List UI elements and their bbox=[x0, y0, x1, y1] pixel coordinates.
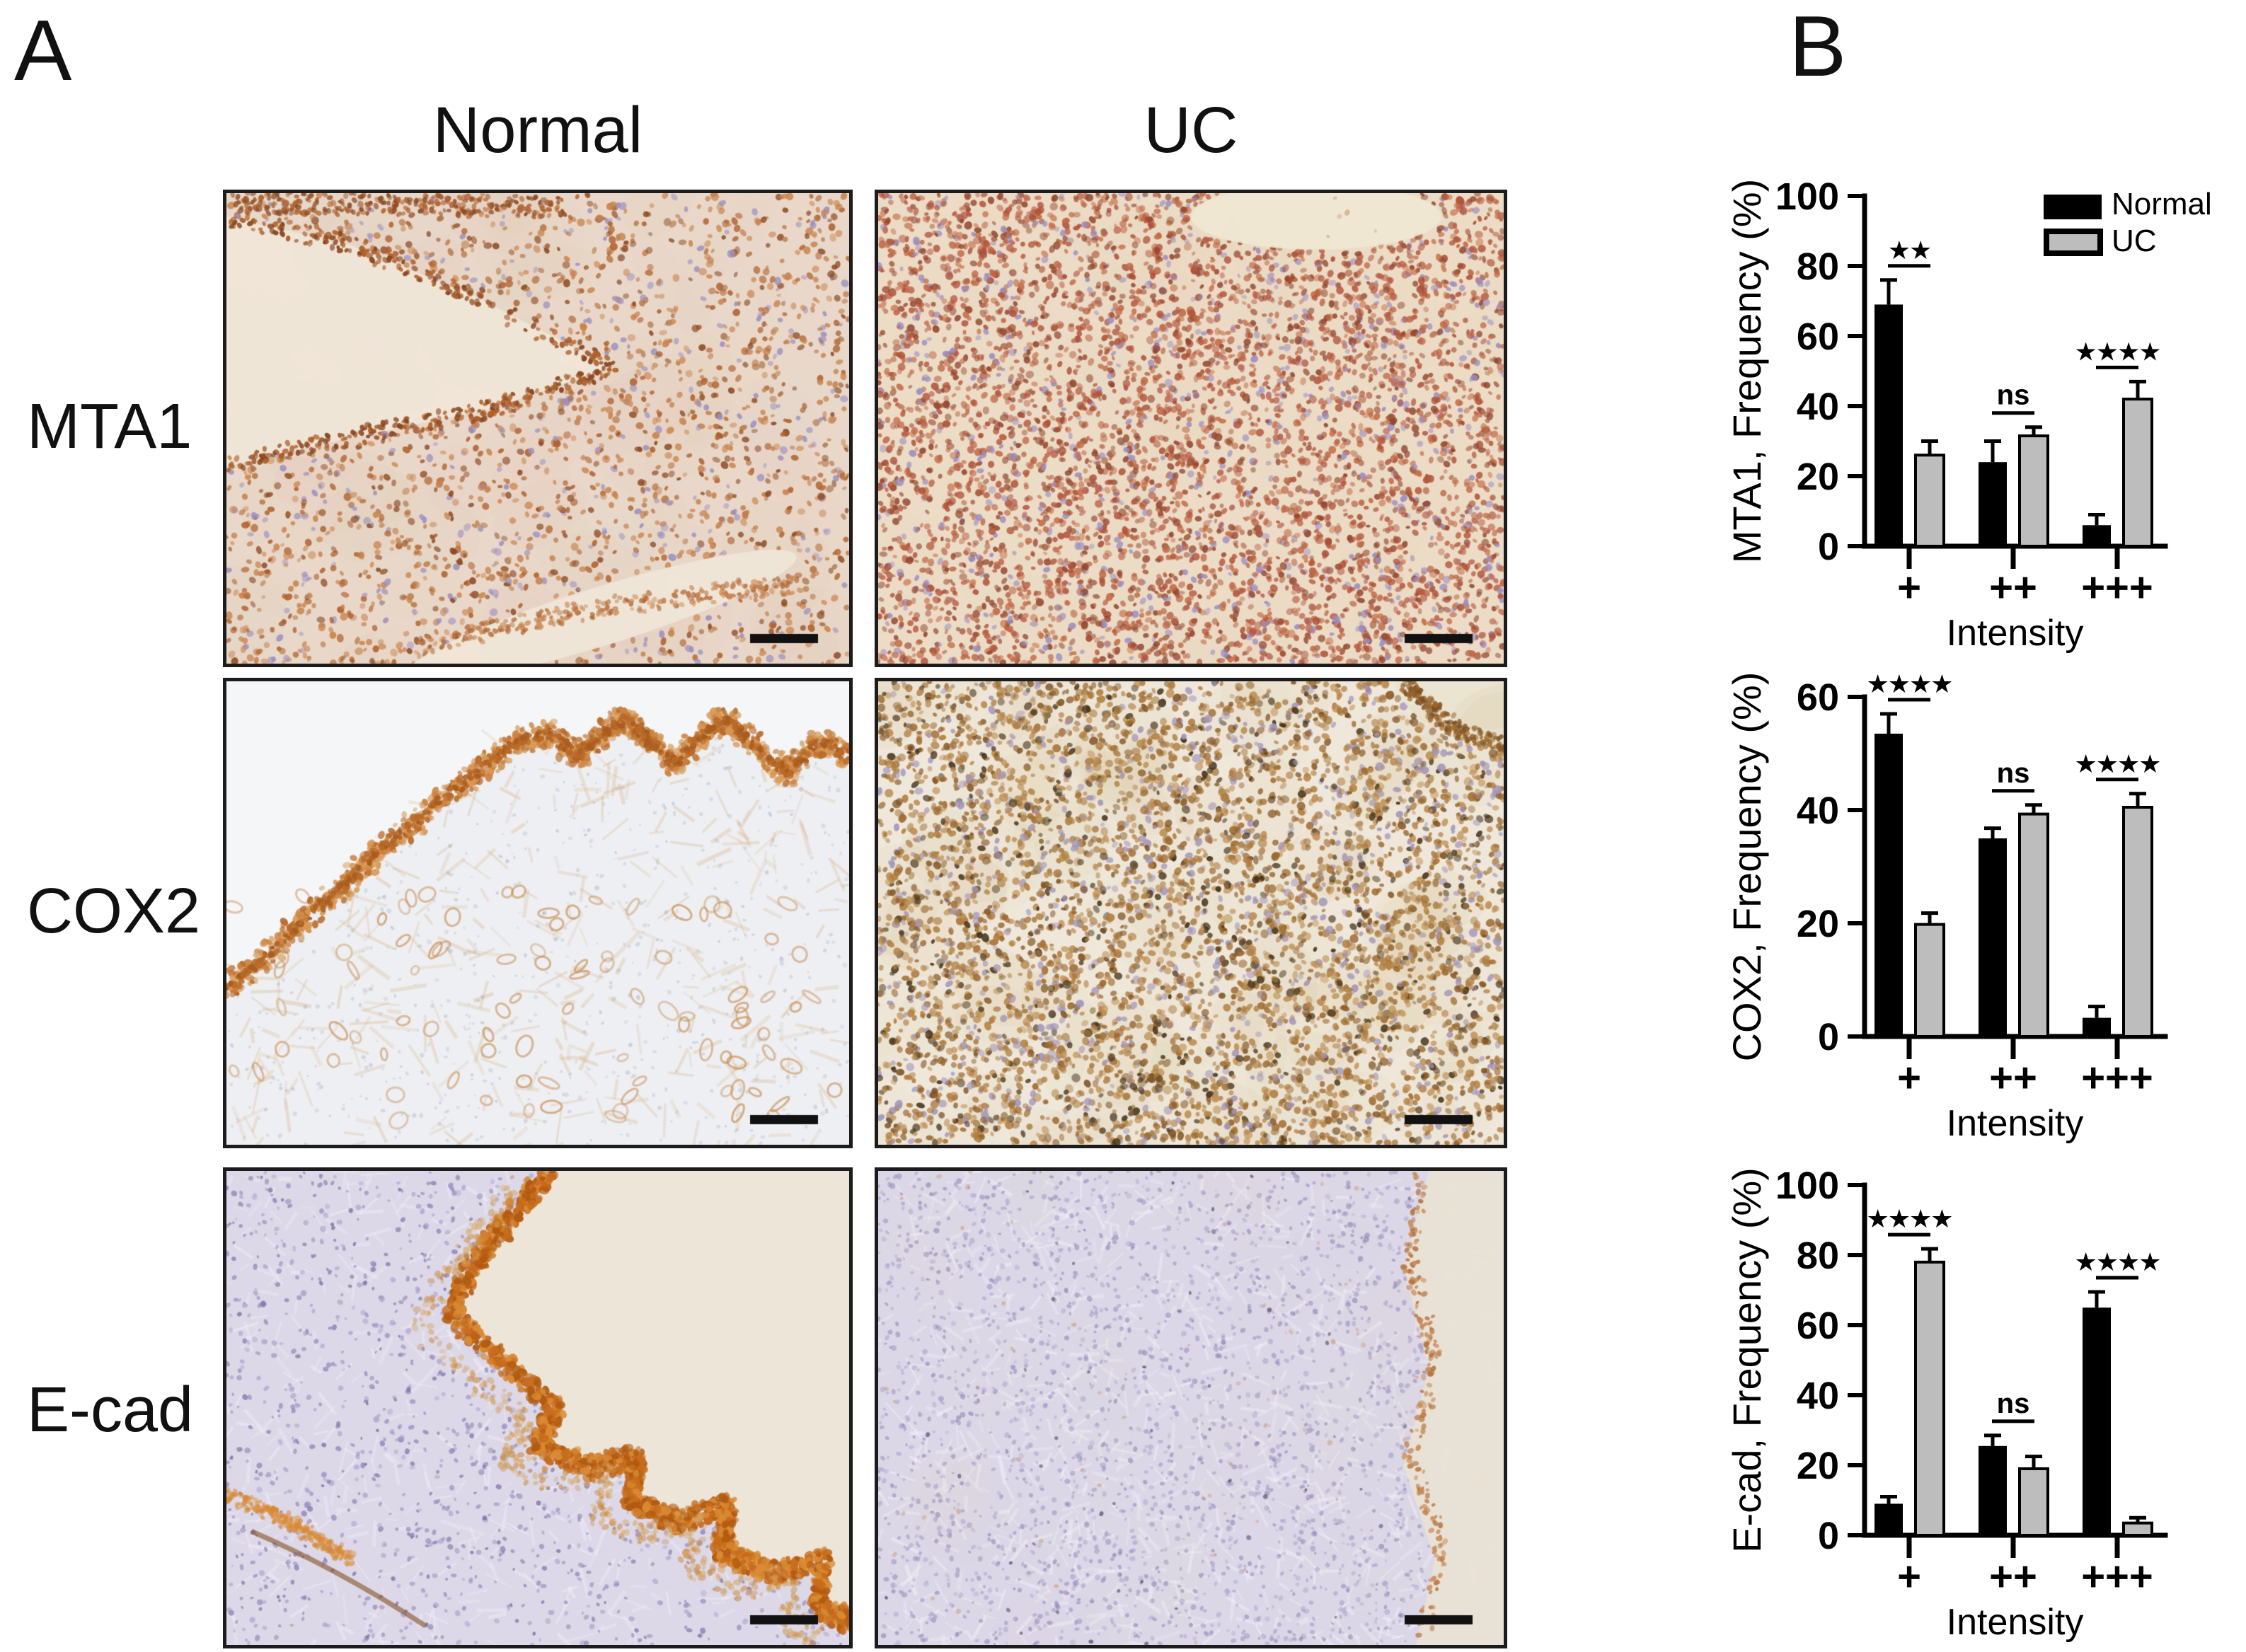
panel-a-label: A bbox=[14, 2, 72, 98]
y-tick-label: 0 bbox=[1818, 1016, 1839, 1058]
chart-mta1-frequency: 0 20 40 60 80 100 MTA1, Frequency (%) + ★★ ++ ns ++… bbox=[1705, 120, 2246, 690]
x-category-label: +++ bbox=[2081, 1554, 2153, 1600]
bar-uc bbox=[1914, 1260, 1945, 1537]
y-axis-title: E-cad, Frequency (%) bbox=[1724, 1167, 1769, 1553]
row-label-ecad: E-cad bbox=[27, 1375, 194, 1445]
y-tick-label: 60 bbox=[1797, 676, 1839, 719]
x-category-label: +++ bbox=[2081, 1055, 2153, 1101]
y-tick-label: 60 bbox=[1797, 316, 1839, 358]
bar-normal bbox=[1979, 1445, 2007, 1535]
y-tick-label: 80 bbox=[1797, 1235, 1839, 1277]
bar-uc bbox=[2122, 398, 2153, 548]
panel-b-label: B bbox=[1789, 0, 1847, 94]
y-tick-label: 20 bbox=[1797, 456, 1839, 498]
legend-swatch-normal bbox=[2044, 195, 2102, 219]
bar-normal bbox=[1979, 838, 2007, 1036]
column-header-normal: Normal bbox=[432, 94, 643, 166]
significance-label: ★★★★ bbox=[2074, 337, 2160, 366]
y-tick-label: 0 bbox=[1818, 526, 1839, 568]
bar-uc bbox=[2122, 1521, 2153, 1537]
bar-uc bbox=[2018, 1467, 2049, 1537]
significance-label: ★★ bbox=[1888, 236, 1931, 265]
bar-uc bbox=[2122, 806, 2153, 1038]
x-category-label: + bbox=[1897, 1554, 1921, 1600]
x-category-label: ++ bbox=[1989, 1055, 2037, 1101]
significance-label: ★★★★ bbox=[2074, 750, 2160, 779]
y-tick-label: 60 bbox=[1797, 1305, 1839, 1347]
y-tick-label: 20 bbox=[1797, 903, 1839, 945]
column-header-uc: UC bbox=[1144, 94, 1238, 166]
legend-label-uc: UC bbox=[2112, 224, 2157, 258]
x-axis-title: Intensity bbox=[1947, 1602, 2084, 1643]
x-category-label: ++ bbox=[1989, 565, 2037, 611]
x-category-label: ++ bbox=[1989, 1554, 2037, 1600]
x-category-label: + bbox=[1897, 1055, 1921, 1101]
bar-normal bbox=[2083, 1307, 2111, 1535]
row-label-cox2: COX2 bbox=[27, 876, 201, 947]
bar-uc bbox=[1914, 454, 1945, 548]
micrograph-cox2-uc bbox=[875, 678, 1507, 1148]
significance-label: ★★★★ bbox=[1866, 670, 1952, 699]
micrograph-mta1-uc bbox=[875, 190, 1507, 667]
legend-swatch-uc bbox=[2044, 229, 2103, 256]
y-tick-label: 0 bbox=[1818, 1515, 1839, 1557]
chart-cox2-frequency: 0 20 40 60 COX2, Frequency (%) + ★★★★ ++ ns +++ ★★… bbox=[1705, 658, 2246, 1157]
bar-normal bbox=[2083, 525, 2111, 546]
x-category-label: + bbox=[1897, 565, 1921, 611]
y-axis-title: COX2, Frequency (%) bbox=[1724, 672, 1769, 1062]
y-axis-title: MTA1, Frequency (%) bbox=[1724, 179, 1769, 564]
bar-normal bbox=[1874, 304, 1903, 546]
y-tick-label: 100 bbox=[1775, 175, 1839, 218]
significance-label: ns bbox=[1997, 380, 2030, 411]
bar-uc bbox=[2018, 434, 2049, 548]
y-tick-label: 20 bbox=[1797, 1445, 1839, 1487]
y-tick-label: 40 bbox=[1797, 386, 1839, 428]
significance-label: ★★★★ bbox=[1866, 1205, 1952, 1234]
micrograph-ecad-uc bbox=[875, 1167, 1507, 1648]
bar-normal bbox=[2083, 1017, 2111, 1036]
bar-normal bbox=[1874, 734, 1903, 1036]
bar-chart-svg: 0 20 40 60 COX2, Frequency (%) + ★★★★ ++ ns +++ ★★… bbox=[1724, 670, 2168, 1144]
bar-uc bbox=[2018, 812, 2049, 1038]
y-tick-label: 40 bbox=[1797, 790, 1839, 832]
legend-label-normal: Normal bbox=[2112, 187, 2212, 221]
x-axis-title: Intensity bbox=[1947, 1103, 2084, 1144]
bar-normal bbox=[1979, 462, 2007, 546]
row-label-mta1: MTA1 bbox=[27, 391, 192, 462]
chart-ecad-frequency: 0 20 40 60 80 100 E-cad, Frequency (%) + ★★★★ ++ n… bbox=[1705, 1153, 2246, 1652]
micrograph-cox2-normal bbox=[223, 678, 853, 1148]
significance-label: ★★★★ bbox=[2074, 1248, 2160, 1277]
significance-label: ns bbox=[1997, 1388, 2030, 1419]
x-category-label: +++ bbox=[2081, 565, 2153, 611]
micrograph-mta1-normal bbox=[223, 190, 853, 667]
significance-label: ns bbox=[1997, 758, 2030, 789]
bar-normal bbox=[1874, 1503, 1903, 1535]
y-tick-label: 100 bbox=[1775, 1165, 1839, 1207]
y-tick-label: 80 bbox=[1797, 246, 1839, 288]
x-axis-title: Intensity bbox=[1947, 613, 2084, 654]
bar-uc bbox=[1914, 923, 1945, 1038]
y-tick-label: 40 bbox=[1797, 1375, 1839, 1417]
micrograph-ecad-normal bbox=[223, 1167, 853, 1648]
